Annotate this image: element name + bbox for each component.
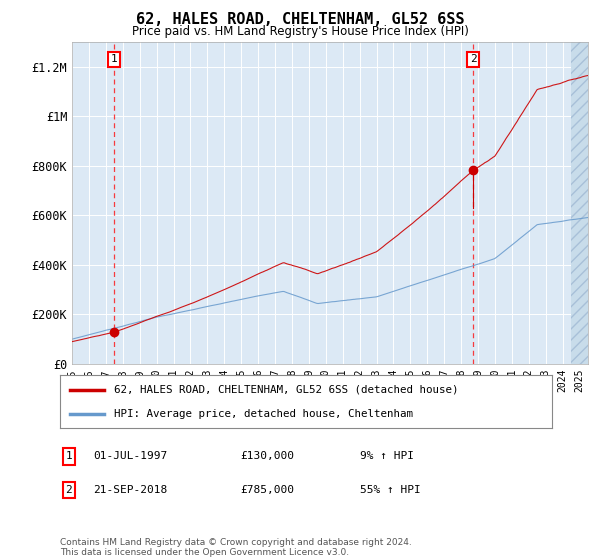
- Text: 9% ↑ HPI: 9% ↑ HPI: [360, 451, 414, 461]
- Text: 21-SEP-2018: 21-SEP-2018: [93, 485, 167, 495]
- Text: 62, HALES ROAD, CHELTENHAM, GL52 6SS (detached house): 62, HALES ROAD, CHELTENHAM, GL52 6SS (de…: [114, 385, 458, 395]
- Text: 62, HALES ROAD, CHELTENHAM, GL52 6SS: 62, HALES ROAD, CHELTENHAM, GL52 6SS: [136, 12, 464, 27]
- Text: 1: 1: [65, 451, 73, 461]
- Text: HPI: Average price, detached house, Cheltenham: HPI: Average price, detached house, Chel…: [114, 409, 413, 419]
- Text: 2: 2: [470, 54, 476, 64]
- Text: 55% ↑ HPI: 55% ↑ HPI: [360, 485, 421, 495]
- Text: 1: 1: [111, 54, 118, 64]
- Text: 2: 2: [65, 485, 73, 495]
- Text: Contains HM Land Registry data © Crown copyright and database right 2024.
This d: Contains HM Land Registry data © Crown c…: [60, 538, 412, 557]
- Polygon shape: [571, 42, 588, 364]
- Text: Price paid vs. HM Land Registry's House Price Index (HPI): Price paid vs. HM Land Registry's House …: [131, 25, 469, 38]
- Text: £130,000: £130,000: [240, 451, 294, 461]
- Text: 01-JUL-1997: 01-JUL-1997: [93, 451, 167, 461]
- Text: £785,000: £785,000: [240, 485, 294, 495]
